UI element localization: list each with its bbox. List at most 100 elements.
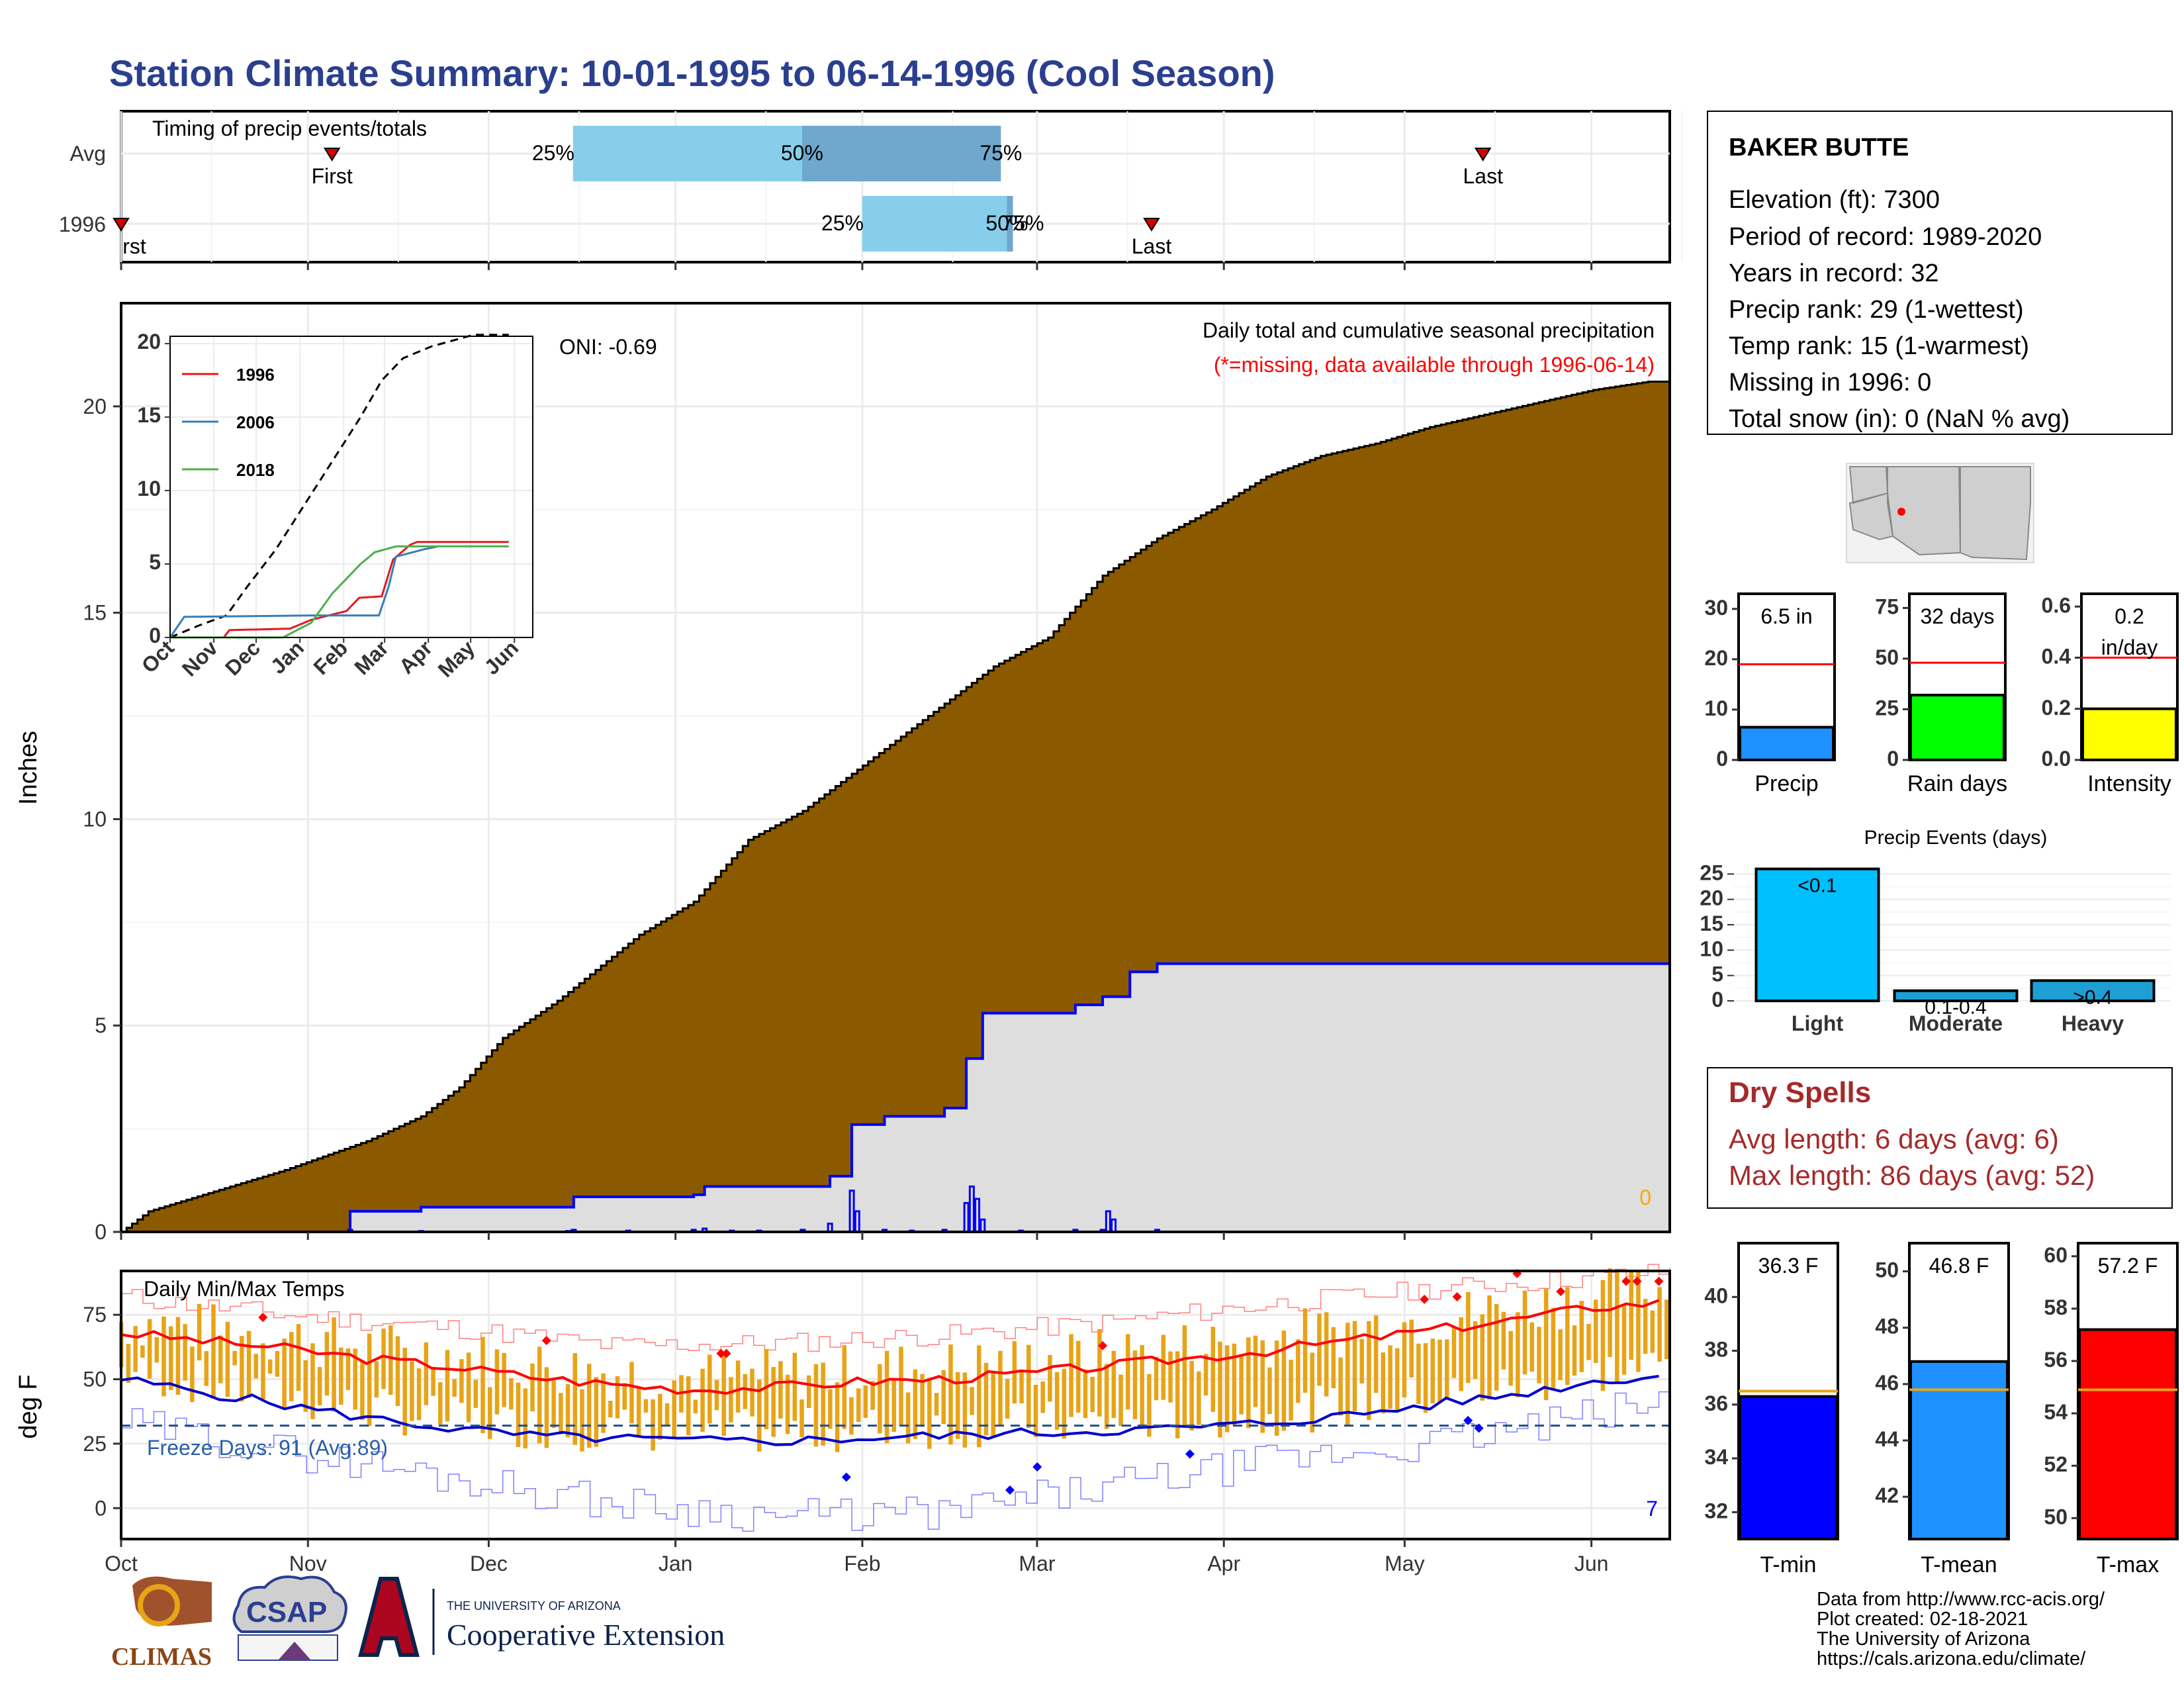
cumulative-plot bbox=[121, 380, 1670, 1233]
daily-temp-bar bbox=[1253, 1335, 1258, 1407]
daily-temp-bar bbox=[792, 1352, 797, 1421]
temps-title: Daily Min/Max Temps bbox=[144, 1277, 344, 1301]
cumulative-1996-area bbox=[121, 963, 1670, 1232]
daily-temp-bar bbox=[303, 1360, 308, 1412]
cum-y-tick-label: 20 bbox=[83, 395, 107, 418]
daily-temp-bar bbox=[1040, 1381, 1045, 1413]
daily-temp-bar bbox=[267, 1359, 273, 1374]
events-x-label-Moderate: Moderate bbox=[1909, 1011, 2003, 1035]
inset-y-tick-label: 20 bbox=[137, 330, 161, 353]
month-tick-label-Jun: Jun bbox=[1574, 1552, 1609, 1575]
precip-events-chart: Precip Events (days) <0.1 Light 0.1-0.4Mod… bbox=[1700, 827, 2171, 1035]
temp-x-label-T-min: T-min bbox=[1760, 1552, 1817, 1577]
record-high-marker bbox=[716, 1348, 726, 1358]
daily-temp-bar bbox=[1289, 1360, 1293, 1421]
daily-temp-bar bbox=[487, 1387, 492, 1439]
temp-x-label-T-mean: T-mean bbox=[1921, 1552, 1997, 1577]
daily-temp-bar bbox=[324, 1332, 330, 1396]
daily-temp-bar bbox=[934, 1393, 939, 1416]
daily-temp-bar bbox=[381, 1328, 386, 1389]
daily-temp-bar bbox=[261, 1343, 265, 1399]
daily-temp-bar bbox=[1126, 1334, 1130, 1410]
cumulative-corner-value: 0 bbox=[1639, 1186, 1651, 1209]
daily-temp-bar bbox=[629, 1362, 634, 1424]
inset-y-tick-label: 10 bbox=[137, 477, 161, 500]
daily-temp-bar bbox=[1579, 1301, 1584, 1372]
daily-temp-bar bbox=[161, 1316, 166, 1397]
temp-summary-bars: 36.3 F 32 34 36 38 40 T-min 46.8 F 42 44 46 48 50 T-m… bbox=[1704, 1242, 2179, 1577]
daily-temp-bar bbox=[282, 1338, 287, 1408]
mini-bar-label: 32 days bbox=[1920, 604, 1994, 628]
daily-temp-bar bbox=[1203, 1354, 1208, 1396]
daily-temp-bar bbox=[1359, 1338, 1364, 1383]
daily-temp-bar bbox=[983, 1362, 989, 1436]
daily-temp-bar bbox=[1636, 1272, 1641, 1372]
month-tick-label-Oct: Oct bbox=[105, 1552, 138, 1575]
daily-temp-bar bbox=[1111, 1350, 1116, 1419]
avg-max-line bbox=[120, 1299, 1660, 1395]
timing-label-75: 75% bbox=[1002, 211, 1044, 235]
daily-temp-bar bbox=[721, 1355, 726, 1436]
mini-x-label-Intensity: Intensity bbox=[2087, 771, 2171, 796]
ua-big-text: Cooperative Extension bbox=[447, 1618, 725, 1652]
daily-temp-bar bbox=[1508, 1331, 1513, 1386]
daily-temp-bar bbox=[147, 1319, 152, 1379]
daily-temp-bar bbox=[353, 1348, 357, 1410]
daily-temp-bar bbox=[1069, 1334, 1073, 1417]
daily-temp-bar bbox=[771, 1367, 776, 1437]
daily-temp-bar bbox=[275, 1350, 280, 1377]
station-frame bbox=[1707, 111, 2173, 435]
inset-y-tick-label: 5 bbox=[149, 550, 161, 574]
daily-temp-bar bbox=[1175, 1351, 1180, 1438]
temp-y-tick-label: 32 bbox=[1704, 1499, 1728, 1523]
events-x-label-Heavy: Heavy bbox=[2062, 1011, 2124, 1035]
daily-temp-bar bbox=[1054, 1372, 1060, 1430]
daily-temp-bar bbox=[1516, 1312, 1520, 1397]
daily-temp-bar bbox=[1274, 1340, 1279, 1436]
mini-y-tick-label: 75 bbox=[1875, 594, 1899, 618]
mini-y-tick-label: 0 bbox=[1716, 747, 1728, 771]
daily-temp-bar bbox=[998, 1350, 1003, 1425]
daily-temp-bar bbox=[729, 1377, 733, 1423]
daily-temp-bar bbox=[1246, 1337, 1251, 1429]
daily-temp-bar bbox=[884, 1350, 889, 1444]
daily-temp-bar bbox=[1650, 1310, 1655, 1353]
record-high-marker bbox=[1452, 1291, 1462, 1301]
map-states bbox=[1848, 466, 2031, 561]
mini-y-tick-label: 30 bbox=[1704, 596, 1728, 620]
temp-y-tick-label: 46 bbox=[1875, 1371, 1899, 1395]
credits: Data from http://www.rcc-acis.org/ Plot … bbox=[1817, 1589, 2105, 1669]
dry-spells-max: Max length: 86 days (avg: 52) bbox=[1729, 1160, 2095, 1191]
inset-bg bbox=[170, 336, 533, 637]
daily-temp-bar bbox=[1373, 1315, 1379, 1393]
daily-temp-bar bbox=[778, 1361, 783, 1419]
daily-temp-bar bbox=[246, 1331, 251, 1398]
temp-y-tick-label: 54 bbox=[2044, 1400, 2068, 1424]
daily-temp-bar bbox=[310, 1343, 315, 1419]
events-y-tick-label: 15 bbox=[1700, 912, 1723, 935]
timing-bar-50-75-Avg bbox=[801, 126, 1001, 181]
daily-temp-bar bbox=[1629, 1270, 1633, 1360]
daily-temp-bar bbox=[1409, 1319, 1414, 1378]
climas-sun bbox=[138, 1584, 180, 1626]
temp-bar-label: 57.2 F bbox=[2098, 1254, 2158, 1278]
mini-bar-label: 6.5 in bbox=[1760, 604, 1812, 628]
cumulative-y-ticks: 0 5 10 15 20 bbox=[83, 395, 1593, 1244]
record-high-marker bbox=[541, 1336, 551, 1346]
station-location-dot bbox=[1897, 508, 1905, 516]
events-bar-Heavy bbox=[2030, 979, 2156, 1003]
daily-temp-bar bbox=[1600, 1280, 1606, 1391]
daily-temp-bar bbox=[1543, 1288, 1549, 1401]
daily-temp-bar bbox=[1643, 1299, 1648, 1354]
inset-series-1996 bbox=[170, 541, 509, 639]
month-tick-label-Apr: Apr bbox=[1207, 1552, 1240, 1575]
temp-y-tick-label: 25 bbox=[83, 1432, 107, 1456]
temp-bar-label: 46.8 F bbox=[1929, 1254, 1989, 1278]
daily-temp-bar bbox=[438, 1382, 443, 1425]
daily-temp-bar bbox=[750, 1368, 754, 1417]
events-bar-label: 0.1-0.4 bbox=[1925, 997, 1986, 1019]
daily-temp-bar bbox=[1551, 1307, 1556, 1389]
daily-temp-bar bbox=[133, 1326, 138, 1372]
daily-temp-bar bbox=[1076, 1340, 1081, 1413]
credit-line-3: The University of Arizona bbox=[1817, 1628, 2030, 1650]
